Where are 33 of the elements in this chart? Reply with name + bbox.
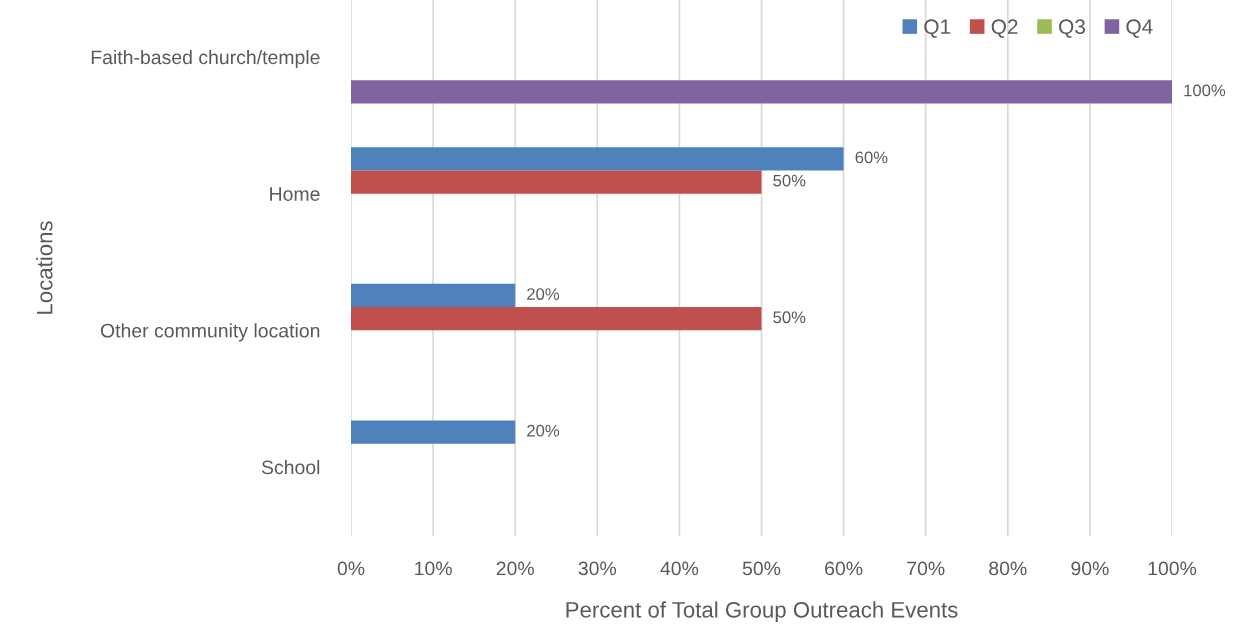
bar [351,420,516,444]
data-label: 20% [527,424,560,437]
data-label: 50% [773,174,806,187]
x-tick-label: 10% [415,561,452,576]
bar [351,170,762,194]
y-axis-title: Locations [36,221,53,314]
x-axis-title: Percent of Total Group Outreach Events [566,601,958,623]
bar [351,80,1172,104]
bar [351,147,844,171]
legend-label: Q1 [924,19,951,38]
data-label: 20% [527,288,560,300]
x-tick-label: 0% [337,561,365,576]
bar [351,283,516,308]
data-label: 100% [1184,84,1226,97]
y-tick-label: Faith-based church/temple [91,49,320,69]
x-tick-label: 90% [1071,561,1109,576]
data-label: 60% [855,151,888,164]
x-tick-label: 60% [825,561,863,576]
y-tick-label: Other community location [100,323,320,342]
x-tick-label: 50% [742,561,781,576]
legend-label: Q4 [1126,19,1153,38]
x-tick-label: 40% [660,561,699,576]
y-tick-label: School [261,459,320,475]
legend-label: Q3 [1059,19,1085,38]
data-label: 50% [773,311,806,324]
x-tick-label: 20% [496,561,534,576]
x-tick-label: 70% [907,561,945,576]
y-tick-label: Home [270,187,320,201]
bar [351,307,762,331]
legend-label: Q2 [991,19,1018,38]
x-tick-label: 100% [1148,561,1197,576]
x-tick-label: 80% [989,561,1027,576]
x-tick-label: 30% [578,561,617,576]
